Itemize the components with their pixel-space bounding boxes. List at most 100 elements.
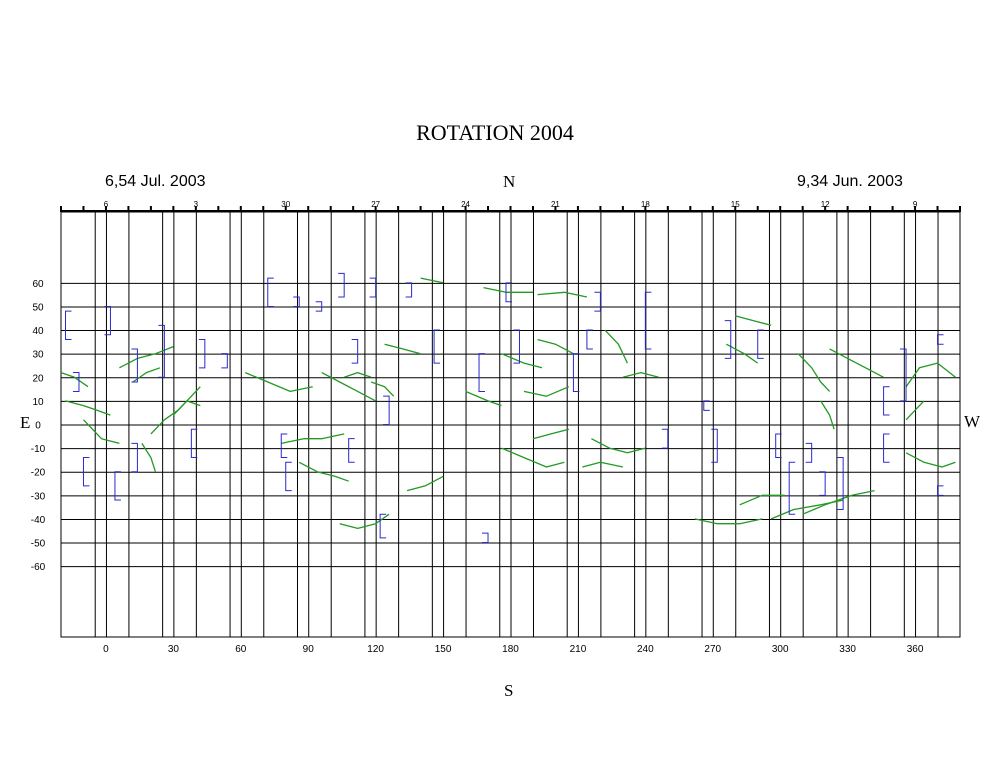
bracket-mark xyxy=(703,400,710,411)
filament-mark xyxy=(281,433,345,445)
bracket-mark xyxy=(379,513,387,539)
bracket-mark xyxy=(819,471,826,496)
filament-mark xyxy=(829,348,884,378)
bracket-mark xyxy=(775,433,782,459)
bracket-mark xyxy=(586,329,593,350)
bracket-mark xyxy=(131,442,138,473)
bracket-mark xyxy=(513,329,520,364)
bracket-mark xyxy=(572,353,580,392)
date-right-label: 9,34 Jun. 2003 xyxy=(797,173,903,190)
bracket-mark xyxy=(72,372,80,392)
filament-mark xyxy=(60,371,89,388)
y-tick-label: 10 xyxy=(32,397,44,408)
filament-mark xyxy=(150,386,201,435)
filament-mark xyxy=(65,400,111,416)
filament-mark xyxy=(420,277,444,284)
x-tick-label: 330 xyxy=(839,644,856,655)
day-tick-label: 21 xyxy=(551,200,560,209)
filament-mark xyxy=(172,400,201,416)
filament-mark xyxy=(537,338,574,355)
day-tick-label: 24 xyxy=(461,200,470,209)
bracket-mark xyxy=(190,428,198,459)
north-label: N xyxy=(503,172,516,191)
y-tick-label: 0 xyxy=(35,421,41,432)
bracket-mark xyxy=(478,353,486,392)
filament-mark xyxy=(735,315,772,326)
bracket-mark xyxy=(433,329,441,364)
bracket-mark xyxy=(757,329,764,359)
filament-mark xyxy=(905,362,956,388)
x-tick-label: 90 xyxy=(303,644,315,655)
x-tick-label: 150 xyxy=(435,644,452,655)
date-left-label: 6,54 Jul. 2003 xyxy=(105,173,206,190)
filament-mark xyxy=(83,419,120,445)
bracket-mark xyxy=(482,532,489,544)
bracket-mark xyxy=(837,457,844,510)
x-tick-label: 270 xyxy=(704,644,721,655)
x-tick-label: 300 xyxy=(772,644,789,655)
bracket-mark xyxy=(883,433,890,463)
bracket-mark xyxy=(158,324,165,378)
y-tick-label: -60 xyxy=(31,562,46,573)
bracket-mark xyxy=(221,353,228,369)
bracket-mark xyxy=(937,485,944,496)
x-tick-label: 360 xyxy=(907,644,924,655)
filament-mark xyxy=(384,343,421,355)
y-tick-label: 40 xyxy=(32,326,44,337)
bracket-mark xyxy=(104,305,111,336)
x-tick-label: 30 xyxy=(168,644,180,655)
y-tick-label: -30 xyxy=(31,491,46,502)
filament-mark xyxy=(725,343,759,364)
x-tick-label: 180 xyxy=(502,644,519,655)
bracket-mark xyxy=(64,310,72,340)
day-tick-label: 12 xyxy=(821,200,830,209)
bracket-mark xyxy=(369,277,377,298)
filament-mark xyxy=(820,400,835,430)
bracket-mark xyxy=(505,282,513,303)
bracket-mark xyxy=(280,433,288,459)
filament-mark xyxy=(343,371,372,378)
x-tick-label: 240 xyxy=(637,644,654,655)
filament-mark xyxy=(802,489,875,515)
bracket-mark xyxy=(405,282,413,298)
filament-mark xyxy=(339,513,390,530)
filament-mark xyxy=(406,475,444,492)
filament-mark xyxy=(532,428,570,440)
filament-mark xyxy=(245,372,313,393)
x-tick-label: 120 xyxy=(367,644,384,655)
bracket-mark xyxy=(348,438,355,463)
filament-mark xyxy=(523,386,570,397)
filament-mark xyxy=(321,372,376,402)
y-tick-label: -10 xyxy=(31,444,46,455)
x-tick-label: 60 xyxy=(235,644,247,655)
x-tick-label: 210 xyxy=(570,644,587,655)
filament-mark xyxy=(622,371,659,378)
filament-mark xyxy=(501,447,565,468)
filament-mark xyxy=(582,461,624,468)
y-tick-label: 20 xyxy=(32,373,44,384)
day-tick-label: 18 xyxy=(641,200,650,209)
day-tick-label: 3 xyxy=(194,200,199,209)
east-label: E xyxy=(20,413,31,432)
filament-mark xyxy=(298,461,349,482)
filament-mark xyxy=(797,353,831,392)
day-tick-label: 9 xyxy=(913,200,918,209)
filament-mark xyxy=(141,443,157,472)
bracket-mark xyxy=(883,386,890,416)
filament-mark xyxy=(739,494,785,506)
bracket-mark xyxy=(267,277,274,307)
west-label: W xyxy=(964,412,981,431)
filament-mark xyxy=(604,329,628,364)
bracket-mark xyxy=(900,348,907,402)
y-tick-label: 60 xyxy=(32,279,44,290)
filament-mark xyxy=(465,390,502,407)
filament-mark xyxy=(591,438,646,454)
y-tick-label: -40 xyxy=(31,515,46,526)
chart-title: ROTATION 2004 xyxy=(416,120,574,145)
day-tick-label: 30 xyxy=(281,200,290,209)
bracket-mark xyxy=(315,301,323,312)
bracket-mark xyxy=(131,348,138,383)
bracket-mark xyxy=(724,320,732,359)
filament-mark xyxy=(370,381,395,397)
